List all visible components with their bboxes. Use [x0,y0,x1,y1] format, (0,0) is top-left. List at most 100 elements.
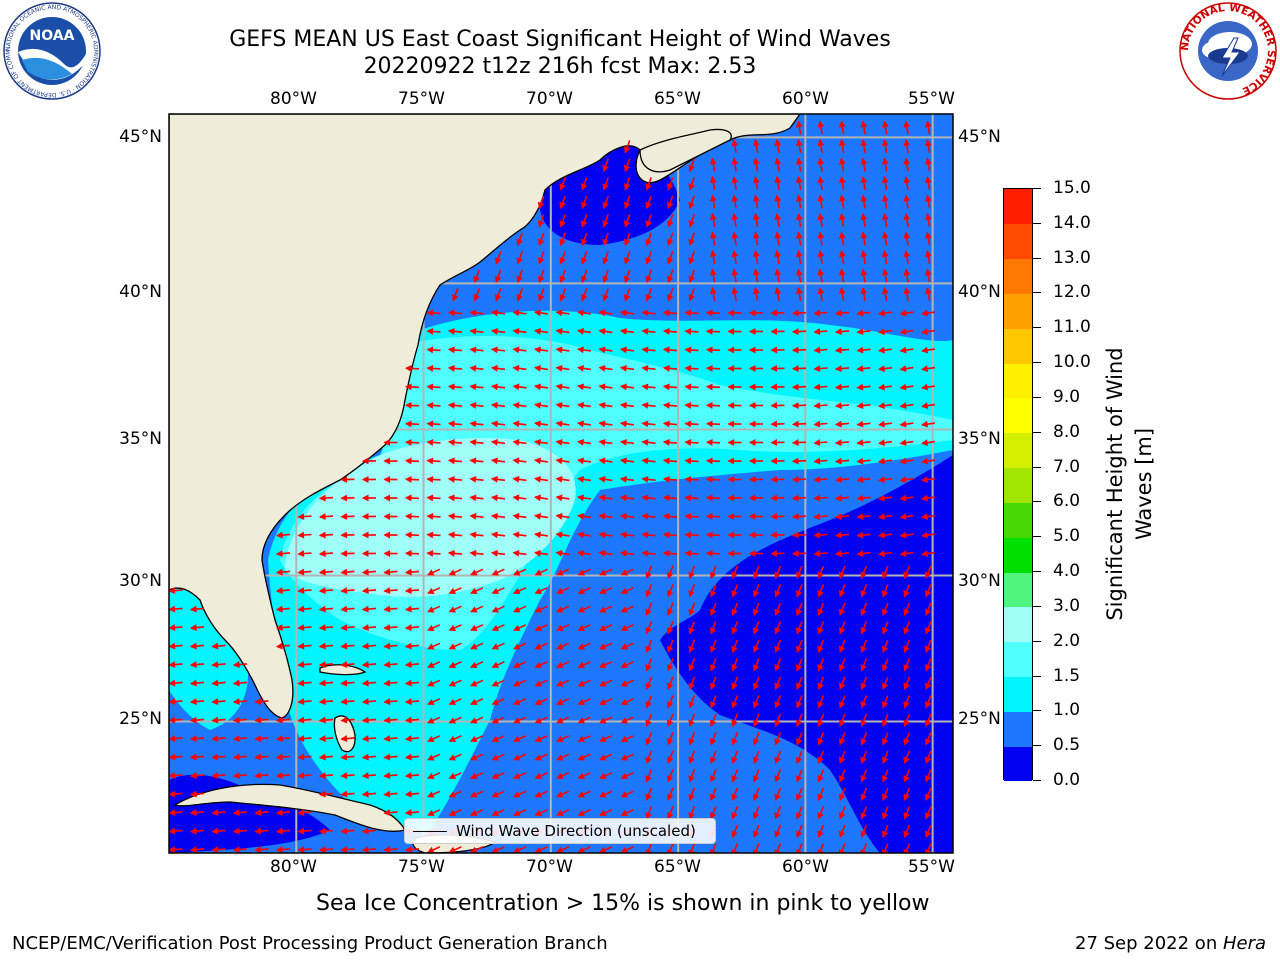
wave-direction-arrowhead [599,606,607,613]
wave-direction-arrowhead [795,231,803,239]
colorbar-tick-label: 2.0 [1053,630,1081,651]
wave-direction-arrowhead [774,231,782,239]
wave-direction-arrowhead [447,457,455,465]
colorbar-tick-label: 0.5 [1053,735,1081,756]
wave-direction-arrowhead [404,494,412,502]
wave-direction-arrowhead [555,457,563,465]
wave-direction-arrowhead [580,220,588,228]
wave-direction-arrowhead [599,643,607,650]
wave-direction-arrowhead [577,457,585,465]
wave-direction-arrowhead [599,791,607,798]
wave-direction-arrowhead [254,772,262,779]
wave-direction-arrowhead [340,753,348,761]
wave-direction-arrowhead [924,756,932,764]
wave-direction-arrowhead [623,294,631,302]
wave-direction-arrowhead [666,627,674,635]
wave-direction-arrowhead [602,275,609,284]
wave-direction-arrowhead [427,717,435,724]
wave-direction-arrowhead [555,475,563,483]
wave-direction-arrowhead [598,383,606,391]
colorbar-tick-mark [1033,571,1041,573]
wave-direction-arrowhead [881,830,889,838]
wave-direction-arrowhead [752,701,760,709]
wave-direction-arrowhead [513,772,521,780]
wave-direction-arrowhead [189,679,197,687]
wave-direction-arrowhead [555,327,563,335]
wave-direction-arrowhead [340,494,348,502]
wave-direction-arrowhead [860,756,867,764]
wave-direction-arrow [711,843,717,853]
wave-direction-arrowhead [448,698,457,706]
wave-direction-arrowhead [752,231,760,239]
wave-direction-arrowhead [666,294,674,302]
wave-direction-arrowhead [881,250,889,258]
wave-direction-arrowhead [340,679,348,687]
wave-direction-arrowhead [705,494,713,502]
wave-direction-arrowhead [688,294,695,302]
wave-direction-arrowhead [881,756,889,764]
wave-direction-arrowhead [878,346,885,354]
wave-direction-arrowhead [619,531,627,539]
wave-direction-arrowhead [580,275,588,284]
colorbar-tick-mark [1033,327,1041,329]
wave-direction-arrowhead [813,420,821,428]
wave-direction-arrowhead [881,268,889,276]
wave-direction-arrowhead [856,365,864,372]
wave-direction-arrowhead [340,605,348,613]
wave-direction-arrowhead [559,294,566,302]
wave-direction-arrowhead [340,568,348,576]
wave-direction-arrowhead [770,402,778,409]
wave-direction-arrowhead [490,420,498,428]
wave-direction-arrowhead [662,531,670,539]
wave-direction-arrowhead [534,735,543,743]
wave-direction-arrowhead [448,569,457,576]
wave-direction-arrowhead [599,569,607,576]
wave-direction-arrowhead [404,716,412,724]
wave-direction-arrowhead [361,550,369,557]
wave-direction-arrowhead [705,364,713,372]
wave-direction-arrowhead [512,438,520,446]
wave-direction-arrowhead [921,550,929,558]
wave-direction-arrowhead [619,438,627,446]
wave-direction-arrowhead [705,401,713,409]
wave-direction-arrowhead [731,830,738,838]
wave-direction-arrowhead [838,738,846,746]
wave-direction-arrowhead [645,608,652,616]
wave-direction-arrowhead [860,701,867,709]
wave-direction-arrowhead [774,157,782,165]
wave-direction-arrowhead [813,476,821,483]
wave-direction-arrowhead [748,346,756,354]
wave-direction-arrowhead [599,624,607,632]
wave-direction-arrowhead [577,680,586,687]
wave-direction-arrowhead [297,846,305,853]
colorbar-title: Significant Height of Wind Waves [m] [1101,347,1159,620]
wave-direction-arrowhead [254,698,262,705]
wave-direction-arrowhead [774,268,782,276]
wave-direction-arrowhead [516,294,523,302]
wave-direction-arrowhead [903,682,910,690]
wave-direction-arrowhead [645,738,652,746]
wave-direction-arrowhead [383,605,391,613]
wave-direction-arrowhead [534,587,543,595]
wave-direction-arrowhead [577,401,585,409]
wave-direction-arrowhead [731,793,738,801]
wave-direction-arrowhead [856,550,864,557]
wave-direction-arrowhead [645,183,652,191]
wave-direction-arrowhead [791,476,799,484]
wave-direction-arrowhead [813,402,821,409]
lat-tick-left-35n: 35°N [119,429,162,449]
wave-direction-arrowhead [577,475,585,483]
wave-direction-arrowhead [383,790,391,798]
wave-direction-arrowhead [275,642,283,650]
wave-direction-arrowhead [473,294,480,302]
wave-direction-arrowhead [232,753,240,761]
wave-direction-arrowhead [731,571,738,579]
wave-direction-arrowhead [340,624,348,631]
wave-direction-arrowhead [709,250,717,258]
wave-direction-arrowhead [598,457,606,465]
wave-direction-arrowhead [555,531,563,539]
wave-direction-arrowhead [838,120,846,128]
wave-direction-arrowhead [838,812,846,820]
wave-direction-arrowhead [516,275,523,284]
